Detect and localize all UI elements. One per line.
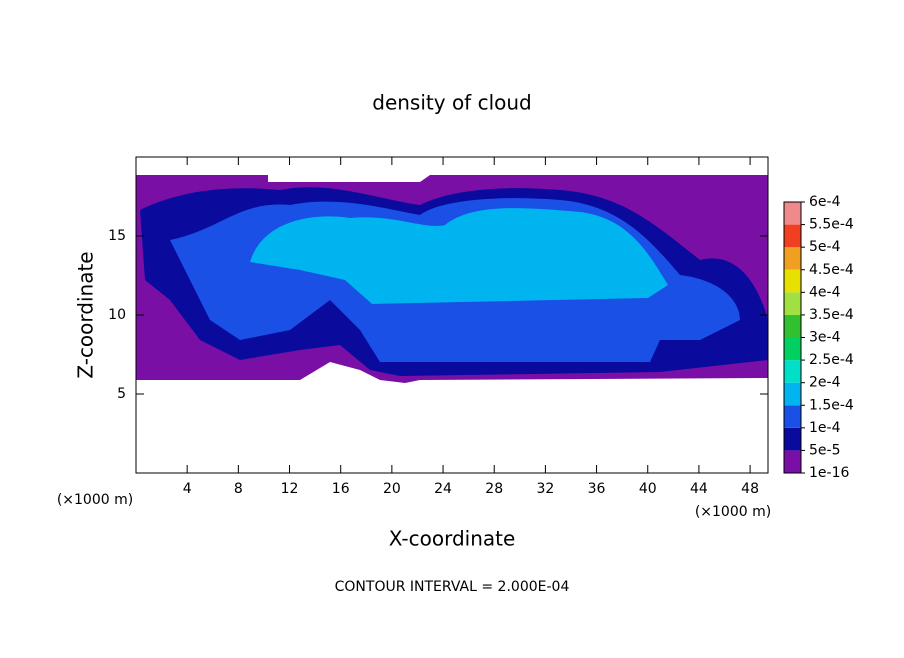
colorbar-segment [784,247,801,270]
y-axis-title: Z-coordinate [74,251,98,378]
colorbar-segment [784,450,801,473]
x-tick-label: 20 [383,481,401,497]
x-tick-label: 40 [639,481,657,497]
colorbar-segment [784,224,801,248]
colorbar-label: 1.5e-4 [809,397,854,413]
colorbar-label: 4.5e-4 [809,262,854,278]
colorbar-segment [784,314,801,338]
x-tick-label: 32 [536,481,554,497]
contour-region [250,208,668,304]
colorbar-segment [784,337,801,361]
x-unit-right: (×1000 m) [695,504,771,520]
colorbar-label: 5e-4 [809,239,841,255]
contour-field [136,175,768,383]
x-tick-label: 12 [281,481,299,497]
x-tick-label: 24 [434,481,452,497]
colorbar-label: 4e-4 [809,284,841,300]
colorbar-segment [784,269,801,293]
colorbar-label: 3.5e-4 [809,307,854,323]
colorbar-label: 3e-4 [809,330,841,346]
x-tick-label: 44 [690,481,708,497]
x-tick-label: 4 [183,481,192,497]
colorbar-label: 5e-5 [809,442,840,458]
y-tick-label: 15 [108,228,126,244]
colorbar-label: 2.5e-4 [809,352,854,368]
x-axis-title: X-coordinate [389,527,516,551]
x-tick-label: 16 [332,481,350,497]
x-tick-label: 28 [485,481,503,497]
contour-interval-note: CONTOUR INTERVAL = 2.000E-04 [335,579,570,595]
x-tick-label: 8 [234,481,243,497]
x-tick-label: 36 [588,481,606,497]
y-tick-label: 5 [117,386,126,402]
x-tick-label: 48 [741,481,759,497]
colorbar-segment [784,382,801,406]
chart-title: density of cloud [372,91,531,115]
colorbar-label: 6e-4 [809,194,841,210]
colorbar-segment [784,360,801,383]
colorbar-label: 5.5e-4 [809,217,854,233]
colorbar-label: 1e-4 [809,420,841,436]
colorbar-label: 2e-4 [809,375,841,391]
colorbar-segment [784,427,801,451]
colorbar-segment [784,202,801,225]
x-unit-left: (×1000 m) [57,492,133,508]
y-tick-label: 10 [108,307,126,323]
colorbar-segment [784,292,801,315]
colorbar-label: 1e-16 [809,465,849,481]
colorbar-segment [784,405,801,428]
